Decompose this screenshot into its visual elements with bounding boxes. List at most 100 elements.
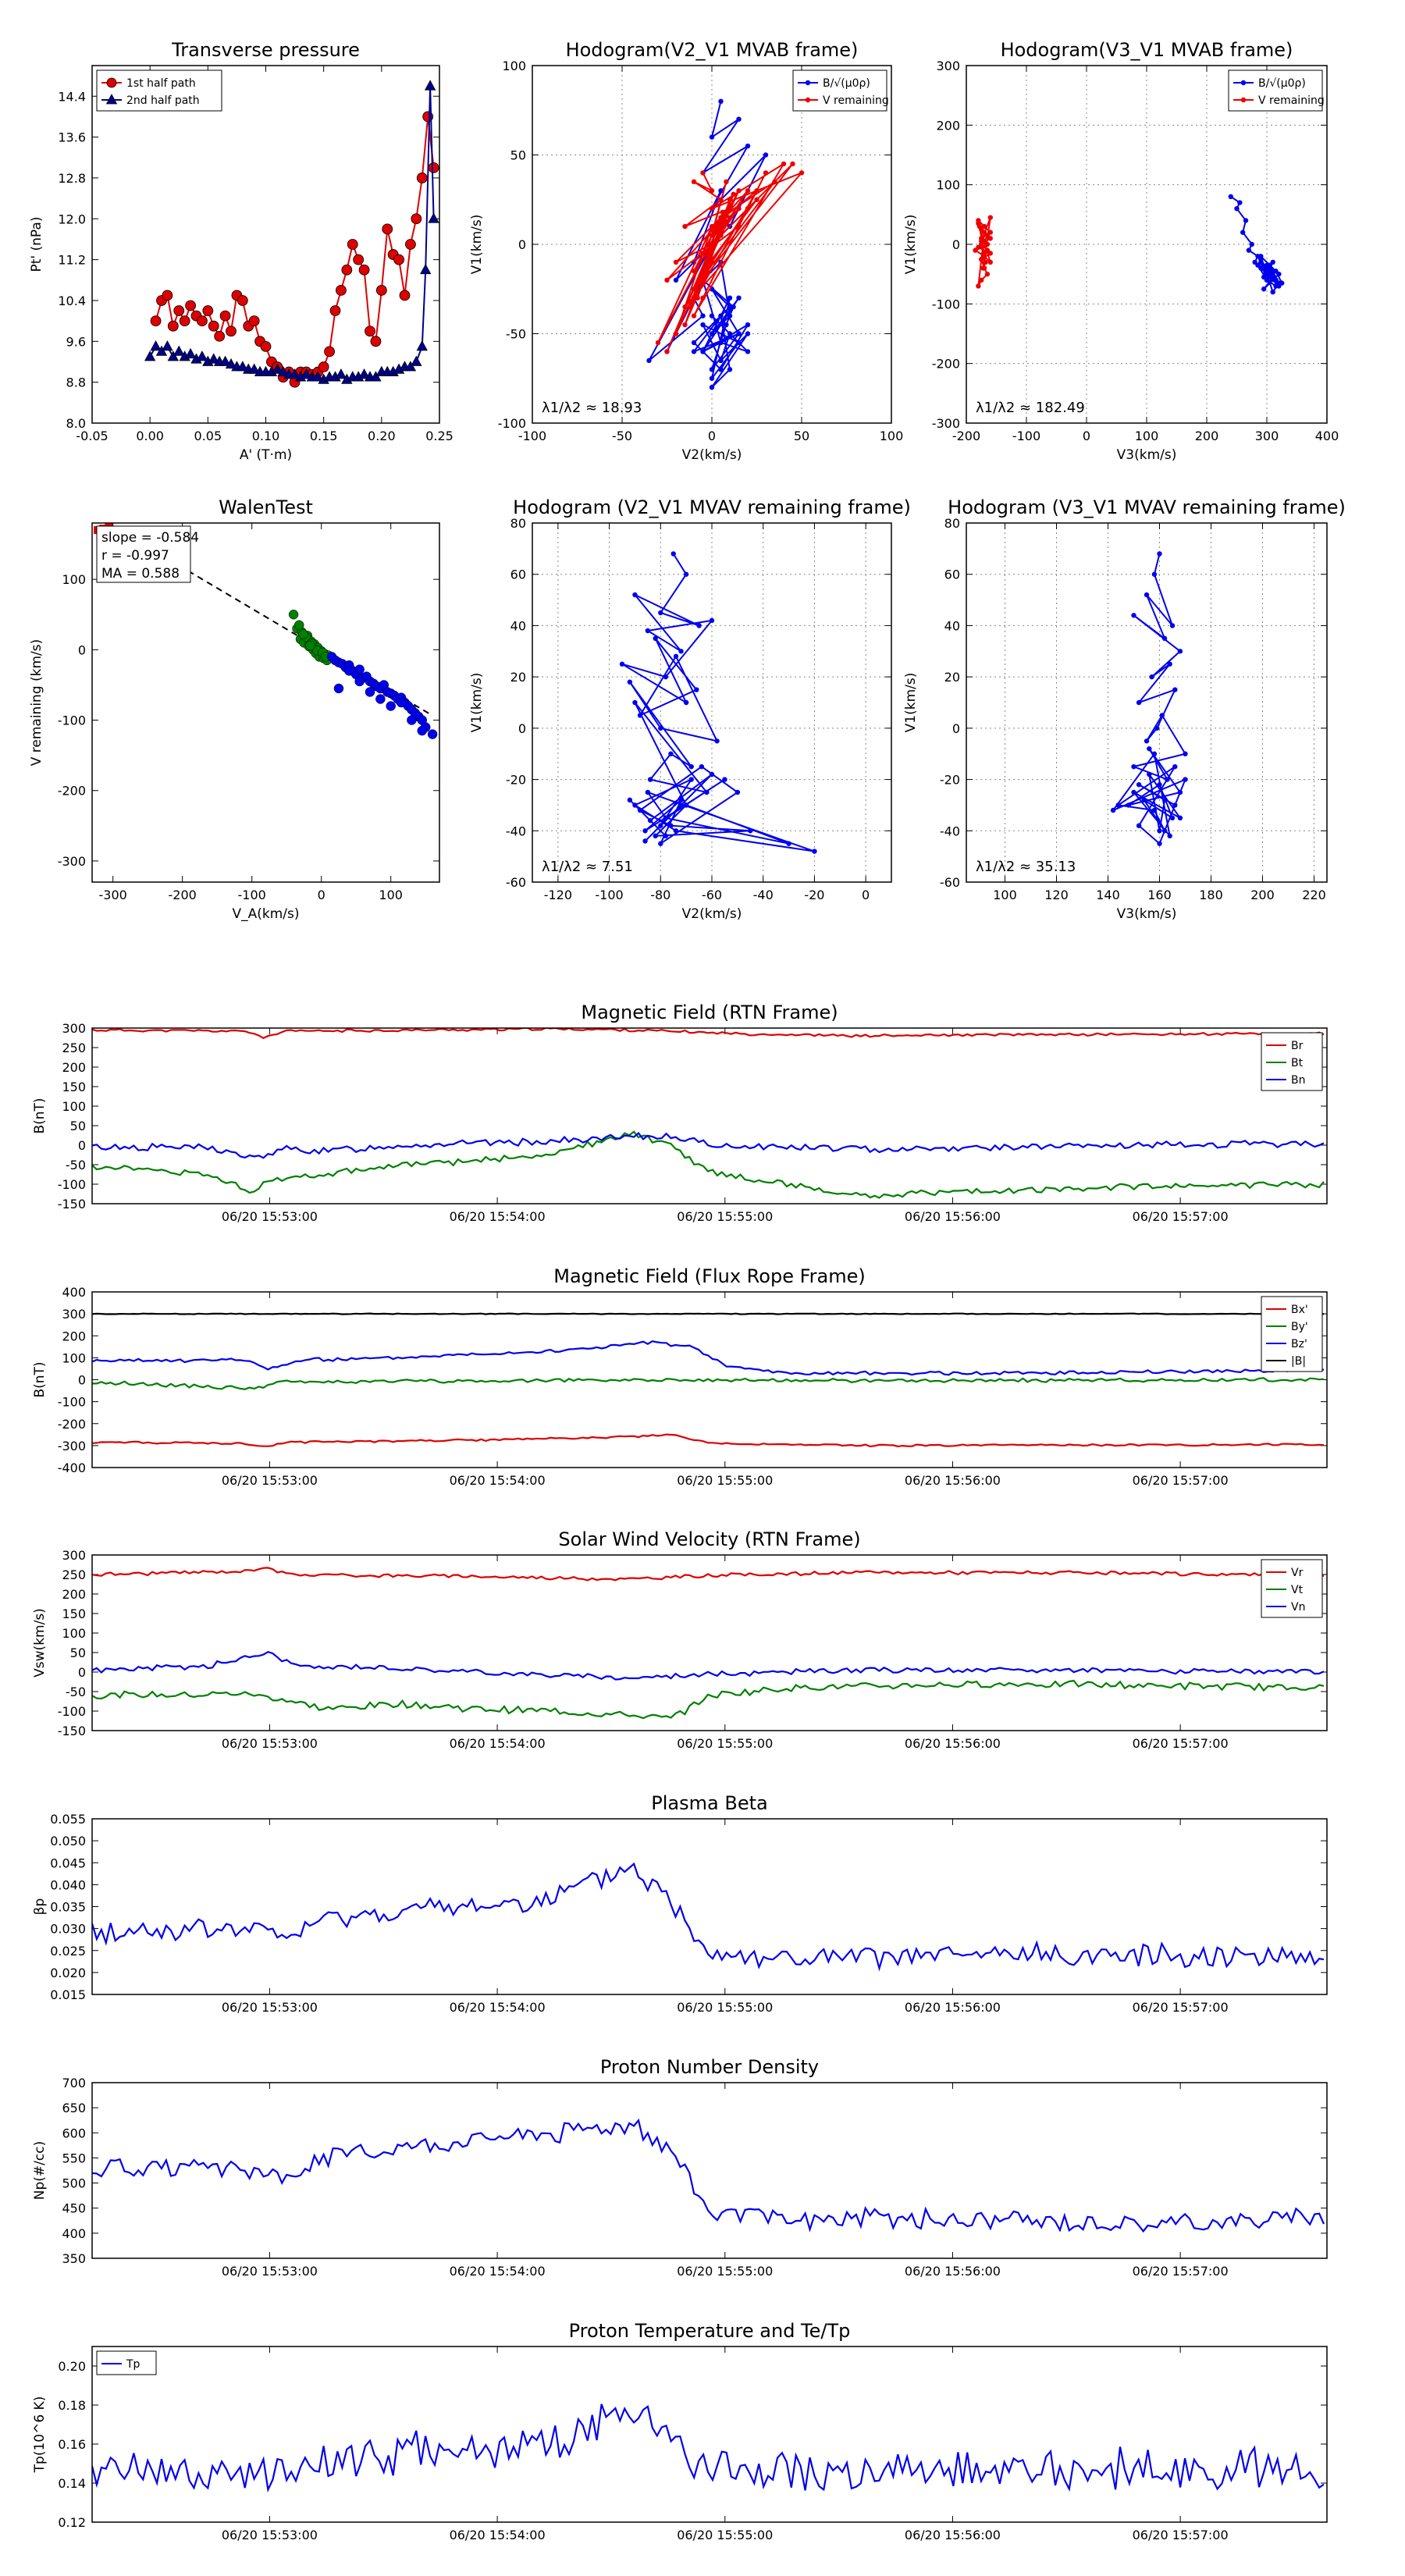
y-tick-label: 0.020 (50, 1966, 86, 1980)
data-point (745, 206, 751, 212)
x-tick-label: 50 (794, 429, 809, 443)
series-line-1 (92, 1679, 1325, 1720)
data-point (354, 676, 365, 687)
x-tick-label: 06/20 15:56:00 (905, 1473, 1001, 1488)
data-point (1144, 592, 1150, 598)
data-point (1161, 797, 1168, 803)
y-tick-label: 100 (502, 59, 526, 73)
data-point (645, 789, 651, 795)
legend-label: V remaining (823, 94, 889, 107)
data-point (727, 206, 733, 212)
data-point (772, 179, 777, 185)
x-tick-label: 0.25 (425, 429, 454, 443)
data-point (293, 620, 304, 631)
data-point (673, 828, 679, 834)
stats-line: slope = -0.584 (101, 530, 199, 546)
y-tick-label: 100 (62, 1099, 86, 1114)
y-tick-label: 100 (62, 572, 86, 587)
chart-title: Proton Number Density (600, 2056, 819, 2078)
data-point (185, 300, 196, 311)
x-tick-label: 06/20 15:57:00 (1133, 2264, 1229, 2279)
data-point (709, 259, 715, 265)
data-point (1249, 241, 1254, 247)
y-tick-label: -100 (58, 1177, 86, 1192)
data-point (219, 310, 231, 322)
y-tick-label: 10.4 (58, 294, 86, 308)
data-point (382, 223, 393, 235)
series-line-1 (92, 1130, 1325, 1199)
data-point (393, 254, 404, 265)
data-point (709, 134, 715, 140)
data-point (655, 340, 661, 346)
series-line-0 (621, 553, 815, 852)
data-point (1131, 613, 1136, 618)
data-point (324, 346, 335, 358)
y-axis-label: V1(km/s) (903, 215, 919, 275)
stats-line: MA = 0.588 (101, 566, 180, 582)
y-tick-label: -400 (58, 1461, 86, 1475)
data-point (691, 313, 697, 318)
data-point (375, 694, 386, 704)
data-point (155, 345, 168, 356)
legend-label: By' (1291, 1321, 1308, 1333)
legend-label: 2nd half path (126, 94, 200, 107)
data-point (981, 229, 987, 235)
x-tick-label: 06/20 15:54:00 (450, 1736, 546, 1751)
y-axis-label: V1(km/s) (903, 673, 919, 733)
chart-title: Hodogram(V3_V1 MVAB frame) (1001, 39, 1293, 61)
data-point (700, 322, 706, 328)
series-line-1 (657, 163, 802, 352)
data-point (642, 828, 648, 834)
legend-marker (1240, 97, 1247, 103)
x-tick-label: 06/20 15:53:00 (222, 2000, 318, 2015)
x-tick-label: 06/20 15:57:00 (1133, 1473, 1229, 1488)
data-point (1172, 687, 1178, 692)
data-point (1183, 777, 1188, 782)
data-point (197, 315, 208, 327)
data-point (678, 802, 684, 808)
data-point (696, 623, 702, 628)
data-point (289, 368, 301, 379)
x-tick-label: 06/20 15:53:00 (222, 1736, 318, 1751)
y-axis-label: Tp(10^6 K) (32, 2396, 48, 2474)
data-point (754, 197, 759, 202)
data-point (691, 340, 697, 346)
y-axis-label: βp (32, 1898, 48, 1916)
y-tick-label: 0 (952, 721, 960, 736)
y-axis-label: V1(km/s) (469, 215, 485, 275)
eigen-ratio-label: λ1/λ2 ≈ 35.13 (976, 859, 1076, 875)
data-point (754, 188, 759, 194)
data-point (150, 340, 162, 351)
data-point (411, 355, 422, 366)
y-tick-label: 0.16 (58, 2437, 86, 2452)
y-tick-label: 60 (510, 568, 526, 582)
data-point (748, 828, 753, 834)
data-point (1151, 571, 1158, 577)
data-point (688, 777, 694, 782)
y-tick-label: 200 (62, 1587, 86, 1602)
x-tick-label: 06/20 15:54:00 (450, 2264, 546, 2279)
chart-hodo2: Hodogram(V3_V1 MVAB frame) -200 -100 0 100 20… (903, 39, 1339, 463)
legend-marker (805, 80, 811, 86)
data-point (632, 592, 638, 598)
x-tick-label: -20 (804, 888, 824, 902)
data-point (709, 771, 715, 777)
data-point (718, 367, 724, 372)
data-point (1136, 699, 1142, 706)
x-tick-label: 06/20 15:55:00 (677, 1209, 773, 1224)
plot-frame (91, 65, 440, 424)
x-tick-label: 06/20 15:57:00 (1133, 2000, 1229, 2015)
data-point (301, 368, 312, 379)
data-point (658, 610, 663, 616)
chart-walen: WalenTest -300 -200 -100 0 100 -300 -200 -100 0 10… (29, 496, 440, 922)
x-tick-label: 0.20 (368, 429, 396, 443)
data-point (1136, 823, 1142, 828)
data-point (682, 322, 688, 328)
series-line-2 (92, 1340, 1325, 1376)
data-point (700, 170, 706, 176)
data-point (731, 191, 736, 197)
y-tick-label: 300 (62, 1307, 86, 1322)
data-point (627, 679, 633, 685)
y-tick-label: -100 (58, 1704, 86, 1719)
y-axis-label: V remaining (km/s) (29, 639, 44, 767)
